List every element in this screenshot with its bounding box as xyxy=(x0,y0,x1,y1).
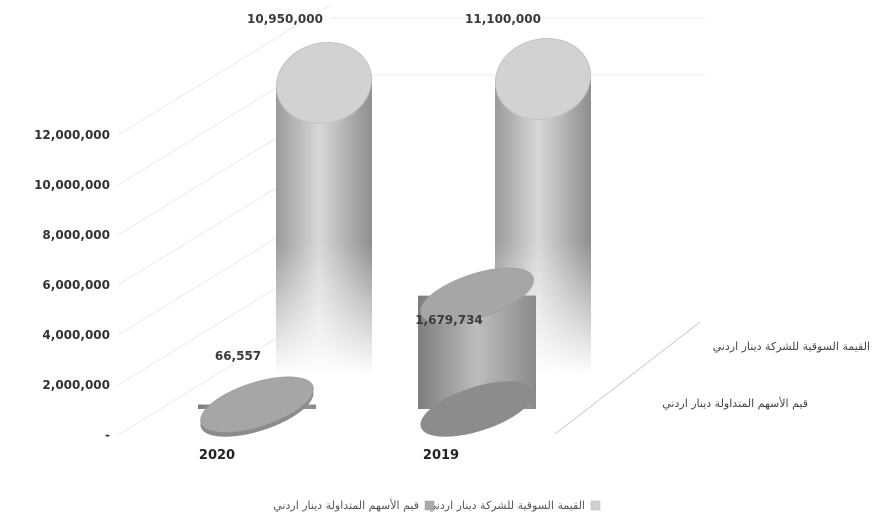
x-tick-label: 2019 xyxy=(423,448,459,463)
bar xyxy=(418,267,536,437)
value-labels: 10,950,000 11,100,000 66,557 1,679,734 xyxy=(215,12,541,363)
depth-lines xyxy=(554,321,701,435)
bar xyxy=(198,376,316,437)
data-label: 66,557 xyxy=(215,349,261,363)
legend-item-label: قيم الأسهم المتداولة دينار اردني xyxy=(273,498,419,512)
depth-line xyxy=(554,321,701,435)
gridlines xyxy=(117,4,705,436)
y-tick-label: 2,000,000 xyxy=(42,378,110,392)
y-tick-label: 12,000,000 xyxy=(34,128,110,142)
data-label: 1,679,734 xyxy=(415,313,483,327)
gridline xyxy=(117,4,331,136)
y-tick-label: 4,000,000 xyxy=(42,328,110,342)
legend-swatch xyxy=(424,500,435,511)
data-label: 11,100,000 xyxy=(465,12,541,26)
y-axis: - 2,000,000 4,000,000 6,000,000 8,000,000 10,… xyxy=(34,128,110,442)
series-axis-label: قيم الأسهم المتداولة دينار اردني xyxy=(662,396,808,410)
y-tick-label: 8,000,000 xyxy=(42,228,110,242)
y-tick-label: 6,000,000 xyxy=(42,278,110,292)
y-tick-label: 10,000,000 xyxy=(34,178,110,192)
front-series xyxy=(198,267,536,437)
legend-swatch xyxy=(590,500,601,511)
y-tick-label: - xyxy=(105,428,110,442)
bar xyxy=(275,41,373,375)
legend-item-label: القيمة السوقية للشركة دينار اردني xyxy=(428,499,585,512)
data-label: 10,950,000 xyxy=(247,12,323,26)
legend: القيمة السوقية للشركة دينار اردني قيم ال… xyxy=(273,498,601,512)
x-tick-label: 2020 xyxy=(199,448,235,463)
series-axis-label: القيمة السوقية للشركة دينار اردني xyxy=(713,340,870,353)
